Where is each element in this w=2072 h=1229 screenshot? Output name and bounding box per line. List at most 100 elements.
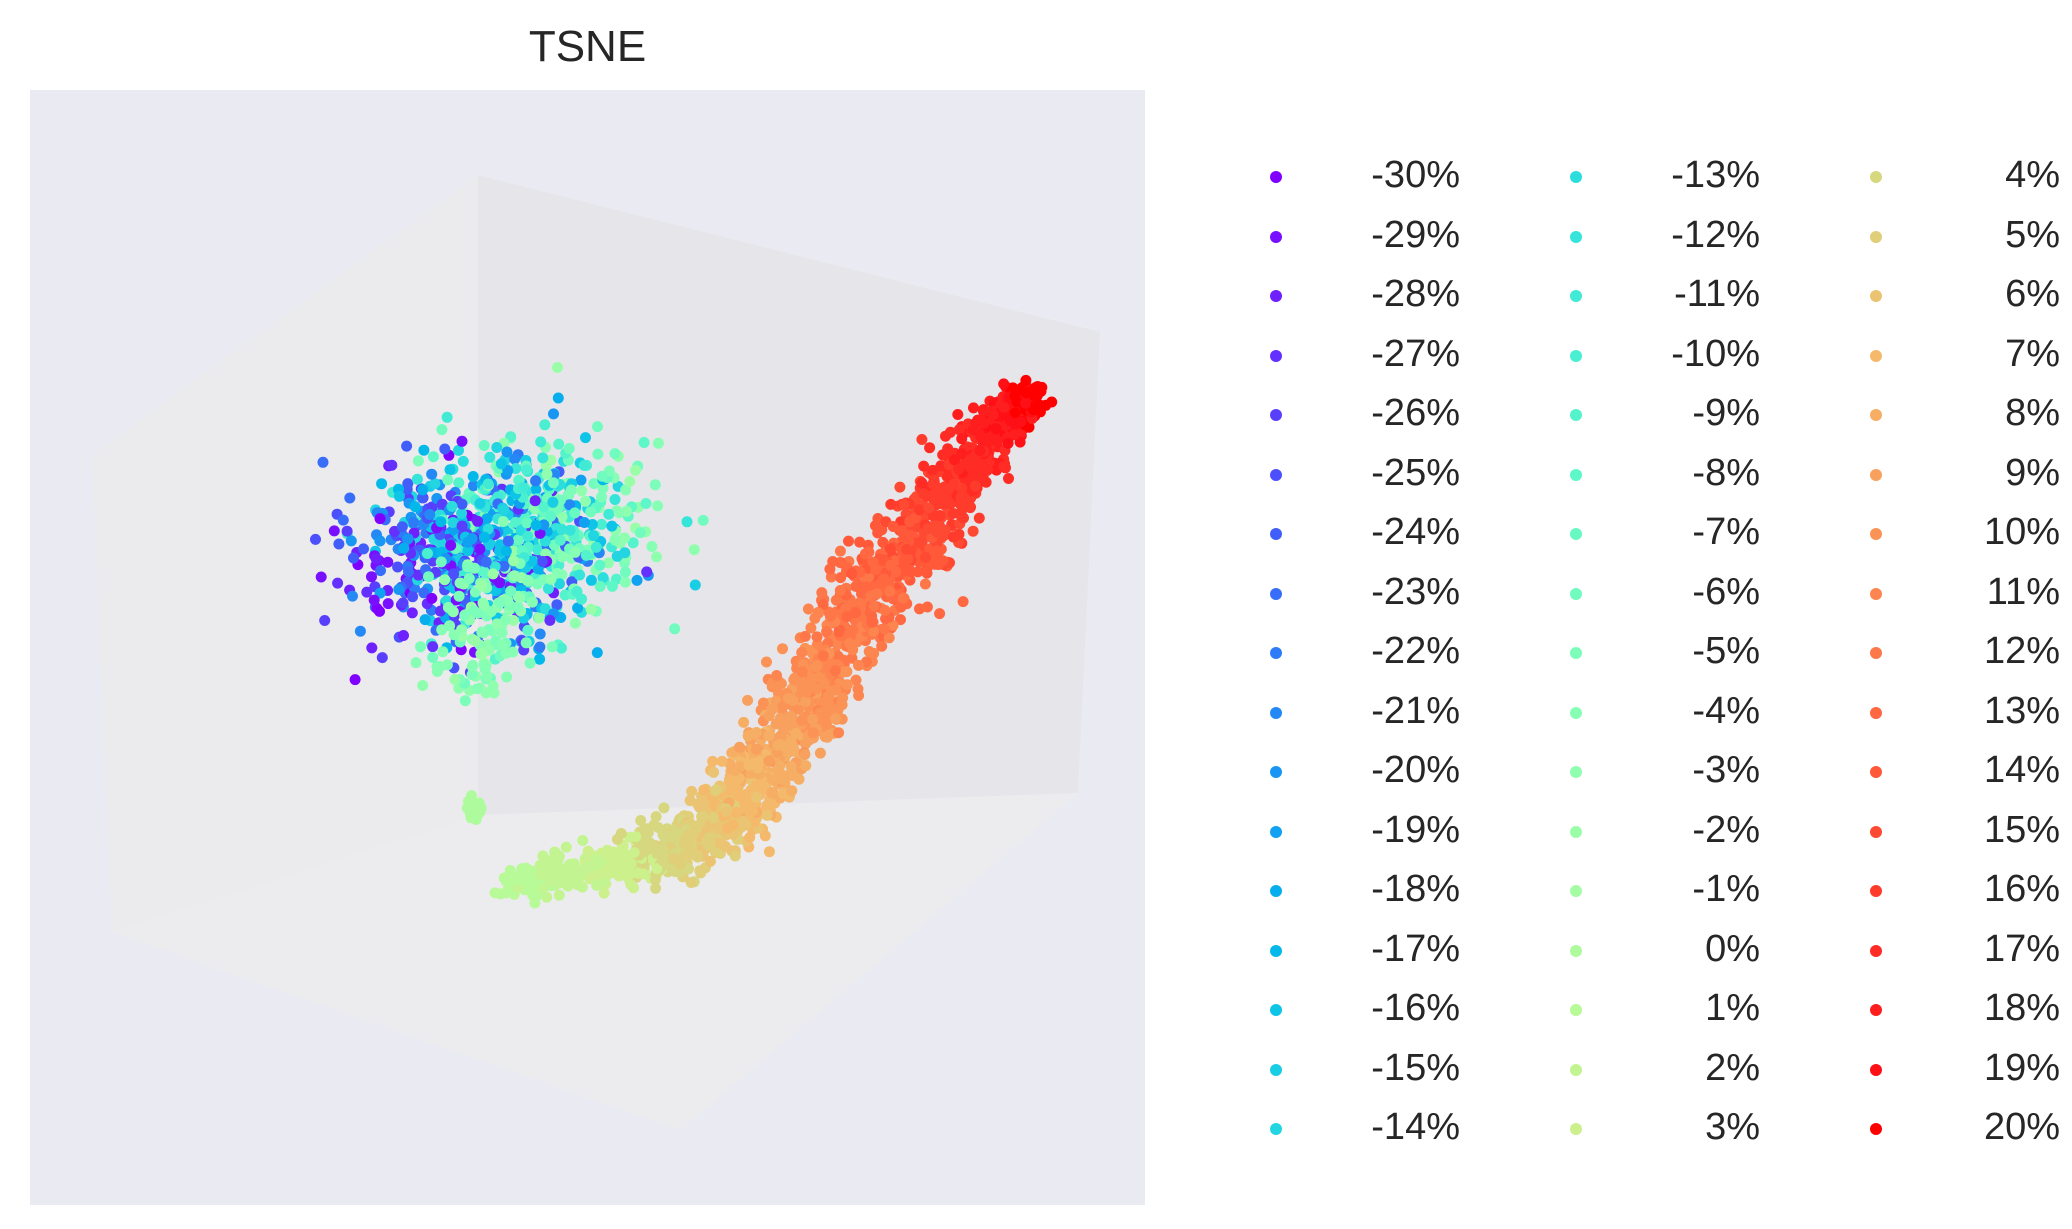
scatter-point xyxy=(697,810,709,822)
legend-label: -8% xyxy=(1692,451,1760,494)
scatter-point xyxy=(375,565,386,577)
scatter-point xyxy=(639,846,651,858)
legend-item: 3% xyxy=(1540,1100,1840,1156)
legend-label: -16% xyxy=(1371,987,1460,1029)
scatter-point xyxy=(466,661,478,673)
scatter-point xyxy=(770,774,782,786)
scatter-point xyxy=(800,738,811,750)
scatter-point xyxy=(477,597,489,609)
scatter-point xyxy=(417,680,429,691)
scatter-point xyxy=(315,571,327,583)
scatter-point xyxy=(949,454,961,466)
scatter-point xyxy=(877,536,889,548)
scatter-point xyxy=(526,596,538,608)
scatter-point xyxy=(500,545,512,557)
scatter-point xyxy=(554,534,566,546)
scatter-point xyxy=(952,409,964,420)
scatter-point xyxy=(829,665,841,677)
scatter-point xyxy=(841,679,853,691)
scatter-point xyxy=(704,855,716,867)
scatter-point xyxy=(619,547,631,559)
scatter-point xyxy=(415,641,426,653)
scatter-point xyxy=(532,578,543,590)
scatter-point xyxy=(698,784,710,796)
legend-label: 7% xyxy=(2005,332,2060,375)
scatter-point xyxy=(817,650,829,662)
scatter-point xyxy=(792,703,804,715)
scatter-point xyxy=(576,593,588,605)
legend-label: 4% xyxy=(2005,154,2060,196)
legend-item: 5% xyxy=(1840,208,2072,264)
scatter-point xyxy=(691,823,703,834)
scatter-point xyxy=(821,626,833,638)
scatter-point xyxy=(650,811,662,823)
scatter-point xyxy=(616,857,628,869)
scatter-point xyxy=(475,648,487,660)
scatter-point xyxy=(554,578,565,590)
scatter-point xyxy=(585,574,597,586)
scatter-point xyxy=(789,672,801,684)
legend-label: -23% xyxy=(1371,570,1460,613)
scatter-point xyxy=(799,630,811,642)
scatter-point xyxy=(897,592,909,604)
legend-marker xyxy=(1570,706,1582,719)
scatter-point xyxy=(347,590,358,602)
scatter-point xyxy=(751,743,762,755)
scatter-point xyxy=(466,790,477,802)
scatter-point xyxy=(646,840,658,852)
legend-item: -17% xyxy=(1240,922,1540,978)
legend-item: -11% xyxy=(1540,267,1840,323)
scatter-point xyxy=(509,453,521,465)
legend-label: -24% xyxy=(1371,511,1460,553)
legend-marker xyxy=(1570,290,1582,302)
scatter-point xyxy=(657,844,669,856)
legend-label: -5% xyxy=(1692,630,1760,672)
scatter-point xyxy=(836,557,848,569)
scatter-point xyxy=(876,640,888,652)
scatter-point xyxy=(549,469,561,480)
scatter-point xyxy=(805,622,817,634)
scatter-point xyxy=(590,541,602,553)
scatter-point xyxy=(796,647,808,658)
scatter-point xyxy=(667,853,679,865)
scatter-point xyxy=(416,492,428,504)
scatter-point xyxy=(594,580,606,592)
scatter-point xyxy=(786,785,798,797)
scatter-point xyxy=(786,719,798,731)
scatter-point xyxy=(530,475,542,487)
scatter-point xyxy=(598,887,610,899)
scatter-point xyxy=(429,478,441,490)
scatter-point xyxy=(534,641,546,653)
scatter-point xyxy=(739,789,751,800)
legend-item: -13% xyxy=(1540,148,1840,204)
scatter-point xyxy=(866,616,878,628)
legend-item: 14% xyxy=(1840,743,2072,799)
scatter-point xyxy=(374,513,386,525)
legend-item: -3% xyxy=(1540,743,1840,799)
scatter-point xyxy=(382,556,394,568)
legend-label: -1% xyxy=(1692,868,1760,910)
scatter-point xyxy=(635,815,647,826)
legend-marker xyxy=(1870,1004,1882,1016)
legend-label: 12% xyxy=(1983,630,2060,672)
scatter-point xyxy=(374,535,386,547)
scatter-point xyxy=(453,444,464,456)
scatter-point xyxy=(366,642,378,654)
scatter-point xyxy=(398,630,409,641)
scatter-point xyxy=(553,889,565,901)
scatter-point xyxy=(419,614,431,626)
scatter-point xyxy=(846,567,858,579)
legend-marker xyxy=(1570,409,1582,421)
legend-label: 11% xyxy=(1986,570,2060,613)
legend-item: -24% xyxy=(1240,505,1540,561)
legend-item: -16% xyxy=(1240,981,1540,1037)
scatter-point xyxy=(465,812,477,824)
scatter-point xyxy=(556,511,568,523)
scatter-point xyxy=(1008,429,1020,441)
scatter-point xyxy=(902,553,914,564)
legend-label: -4% xyxy=(1692,689,1760,732)
scatter-point xyxy=(545,510,556,522)
legend-marker xyxy=(1570,230,1582,243)
scatter-point xyxy=(731,806,743,818)
scatter-point xyxy=(556,642,567,654)
